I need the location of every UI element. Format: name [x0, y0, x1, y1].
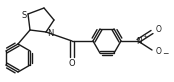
- Text: O: O: [69, 58, 75, 67]
- Text: N: N: [47, 29, 53, 37]
- Text: O: O: [156, 47, 162, 56]
- Text: O: O: [156, 26, 162, 35]
- Text: S: S: [21, 10, 27, 20]
- Text: −: −: [162, 50, 168, 58]
- Text: +: +: [142, 34, 148, 39]
- Text: N: N: [136, 36, 142, 46]
